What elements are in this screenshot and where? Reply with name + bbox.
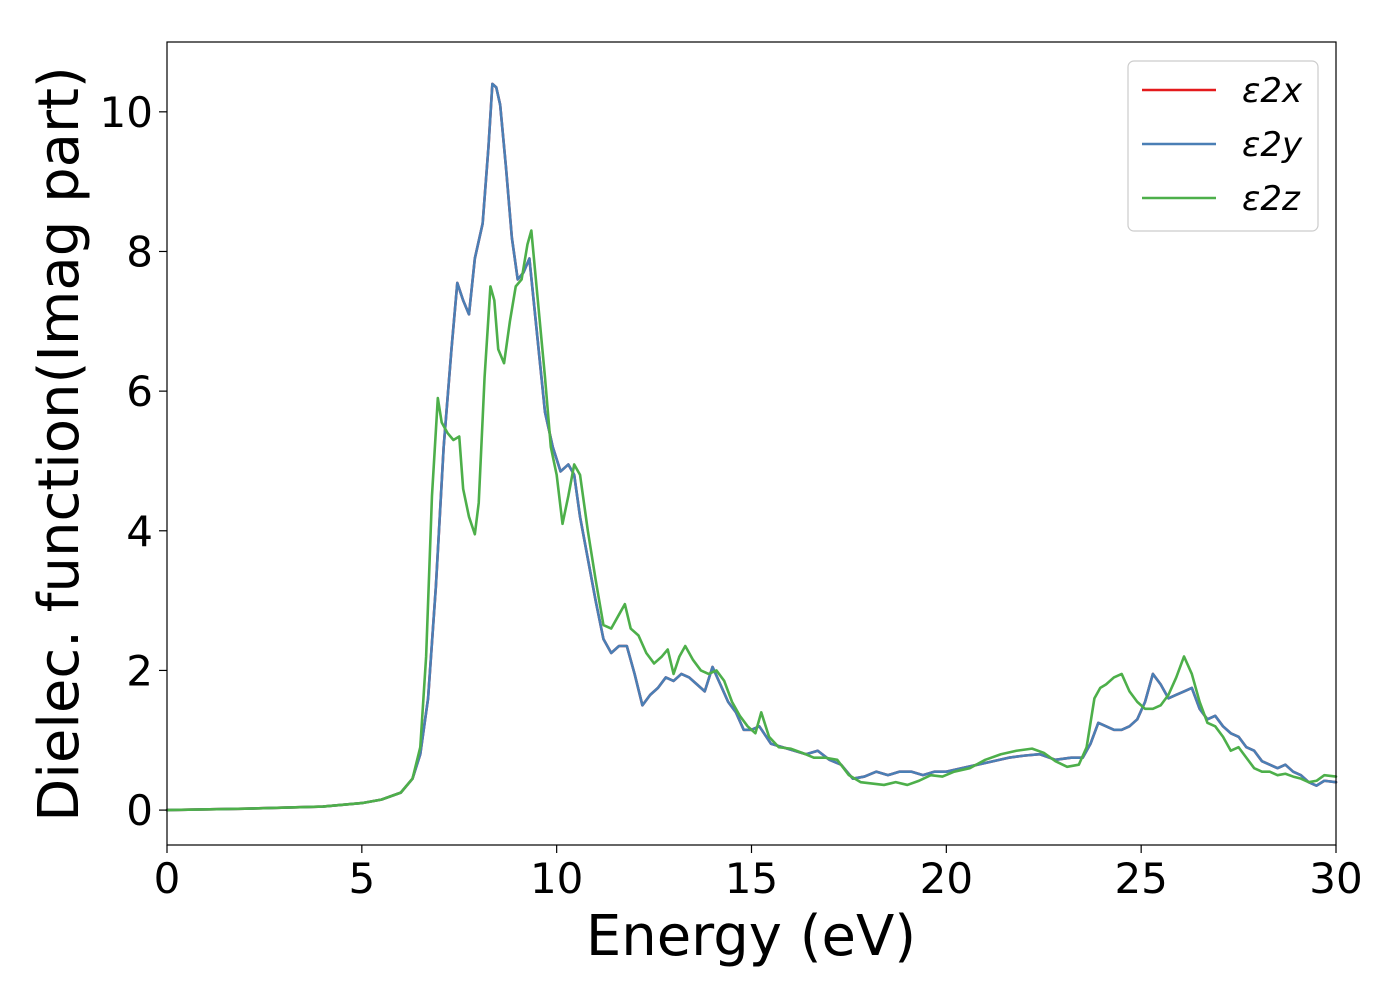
x-tick-label: 15 — [725, 854, 778, 903]
x-tick-label: 5 — [348, 854, 375, 903]
legend-label-1: ε2x — [1242, 71, 1303, 111]
legend-label-2: ε2y — [1242, 125, 1303, 165]
legend-box — [1127, 60, 1319, 232]
y-tick-label: 8 — [126, 227, 153, 276]
y-axis: 0 2 4 6 8 10 — [100, 88, 167, 835]
y-tick-label: 4 — [126, 507, 153, 556]
x-axis: 0 5 10 15 20 25 30 — [154, 845, 1363, 903]
y-tick-label: 6 — [126, 367, 153, 416]
series-line-2 — [165, 82, 1338, 812]
x-tick-label: 20 — [920, 854, 973, 903]
x-tick-label: 0 — [154, 854, 181, 903]
y-axis-label: Dielec. function(Imag part) — [27, 66, 92, 822]
plot-area — [165, 82, 1338, 812]
x-tick-label: 30 — [1309, 854, 1362, 903]
x-tick-label: 25 — [1114, 854, 1167, 903]
x-axis-label: Energy (eV) — [586, 904, 916, 969]
legend: ε2x ε2y ε2z — [1127, 60, 1319, 232]
y-tick-label: 2 — [126, 646, 153, 695]
legend-label-3: ε2z — [1242, 179, 1301, 219]
y-tick-label: 10 — [100, 88, 153, 137]
y-tick-label: 0 — [126, 786, 153, 835]
x-tick-label: 10 — [530, 854, 583, 903]
series-line-3 — [165, 229, 1338, 812]
